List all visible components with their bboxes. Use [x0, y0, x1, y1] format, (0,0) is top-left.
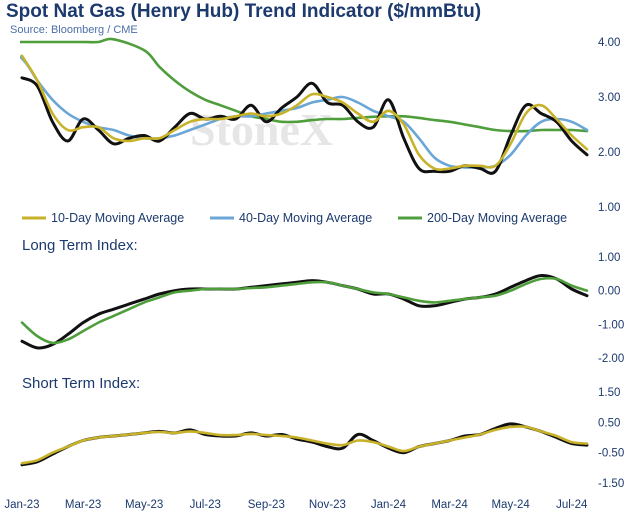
- legend-label: 40-Day Moving Average: [239, 211, 372, 225]
- x-tick-label: Jan-24: [371, 499, 407, 511]
- legend: 10-Day Moving Average 40-Day Moving Avera…: [22, 211, 567, 225]
- y-tick-label: 2.00: [598, 147, 620, 159]
- y-tick-label: 1.50: [598, 387, 620, 399]
- series-line-price-3: [20, 422, 589, 467]
- legend-label: 200-Day Moving Average: [427, 211, 567, 225]
- x-tick-label: May-24: [491, 499, 530, 511]
- y-tick-label: -2.00: [598, 353, 624, 365]
- panel-1: 4.00 3.00 2.00 1.00 10-Day Moving Average 40-…: [20, 37, 620, 225]
- chart-title: Spot Nat Gas (Henry Hub) Trend Indicator…: [6, 1, 482, 22]
- y-tick-label: 0.00: [598, 286, 620, 298]
- x-tick-label: Jul-23: [190, 499, 221, 511]
- series-line-200-day-moving-average: [20, 37, 589, 133]
- x-tick-label: Nov-23: [309, 499, 346, 511]
- y-tick-label: -1.00: [598, 319, 624, 331]
- x-tick-label: Jan-23: [4, 499, 39, 511]
- legend-label: 10-Day Moving Average: [51, 211, 184, 225]
- series-line-price-2: [20, 273, 589, 350]
- panel-2: Long Term Index: 1.00 0.00 -1.00 -2.00: [20, 237, 624, 365]
- panel-3: Short Term Index: 1.50 0.50 -0.50 -1.50: [20, 375, 624, 490]
- x-tick-label: Jul-24: [556, 499, 588, 511]
- y-tick-label: -0.50: [598, 448, 624, 460]
- series-line-10-day-moving-average: [20, 54, 589, 171]
- x-tick-label: May-23: [125, 499, 163, 511]
- y-tick-label: 3.00: [598, 92, 620, 104]
- y-tick-label: 4.00: [598, 37, 620, 49]
- series-line-long_index-2: [20, 276, 589, 345]
- y-tick-label: -1.50: [598, 478, 624, 490]
- series-line-short_index-3: [20, 425, 589, 465]
- panel-title: Long Term Index:: [22, 237, 138, 254]
- series-line-spot: [20, 76, 589, 175]
- chart-source: Source: Bloomberg / CME: [10, 24, 138, 36]
- x-tick-label: Mar-23: [65, 499, 101, 511]
- y-tick-label: 1.00: [598, 202, 620, 214]
- x-tick-label: Sep-23: [248, 499, 285, 511]
- y-tick-label: 1.00: [598, 252, 620, 264]
- x-tick-label: Mar-24: [431, 499, 468, 511]
- watermark-text: StoneX: [190, 104, 333, 155]
- y-tick-label: 0.50: [598, 417, 620, 429]
- panel-title: Short Term Index:: [22, 375, 140, 392]
